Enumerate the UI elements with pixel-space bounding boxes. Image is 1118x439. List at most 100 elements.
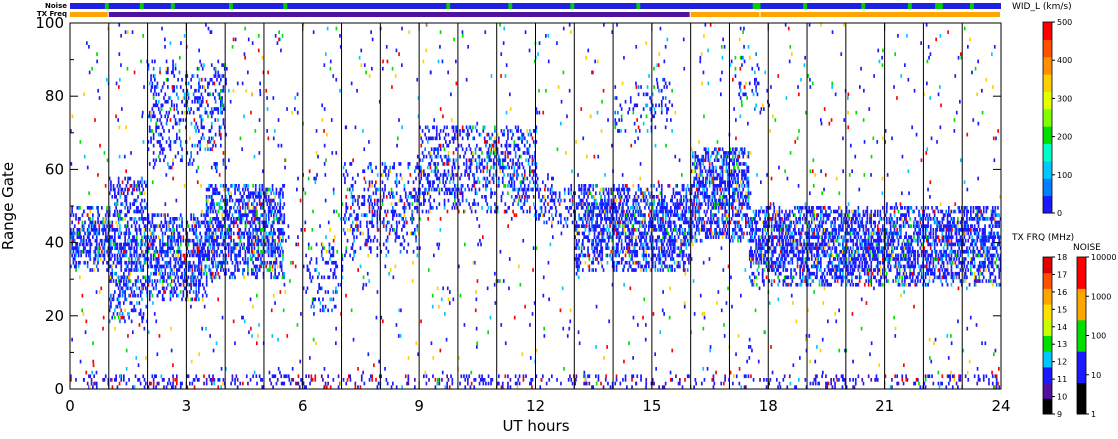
- echo-cell: [455, 129, 457, 133]
- echo-cell: [169, 268, 172, 272]
- echo-cell: [579, 253, 582, 258]
- echo-cell: [240, 220, 243, 225]
- echo-cell: [190, 275, 192, 280]
- echo-cell: [668, 209, 671, 214]
- echo-cell: [138, 253, 141, 258]
- echo-cell: [698, 184, 701, 188]
- echo-cell: [120, 315, 123, 320]
- echo-cell: [222, 224, 225, 228]
- echo-cell: [221, 217, 223, 221]
- echo-cell: [726, 202, 729, 206]
- echo-cell: [108, 319, 111, 324]
- echo-cell: [152, 271, 155, 276]
- echo-cell: [186, 238, 189, 243]
- echo-cell: [253, 242, 256, 247]
- echo-cell: [726, 154, 729, 159]
- echo-cell: [721, 228, 724, 232]
- echo-cell: [134, 279, 137, 283]
- echo-cell: [167, 253, 169, 258]
- echo-cell: [651, 220, 654, 225]
- echo-cell: [373, 184, 376, 188]
- echo-cell: [201, 253, 204, 258]
- echo-cell: [433, 125, 435, 130]
- echo-cell: [673, 235, 676, 239]
- echo-cell: [218, 253, 221, 258]
- echo-cell: [713, 228, 716, 232]
- echo-cell: [620, 246, 623, 250]
- echo-cell: [701, 154, 703, 159]
- echo-cell: [399, 198, 402, 203]
- echo-cell: [276, 217, 279, 221]
- echo-cell: [159, 158, 161, 163]
- echo-cell: [702, 162, 704, 166]
- echo-cell: [494, 151, 496, 155]
- echo-cell: [451, 173, 454, 177]
- echo-cell: [315, 260, 318, 265]
- echo-cell: [71, 235, 73, 239]
- echo-cell: [192, 74, 195, 78]
- echo-cell: [677, 206, 680, 210]
- echo-cell: [145, 224, 147, 228]
- echo-cell: [243, 198, 245, 203]
- echo-cell: [363, 213, 366, 217]
- echo-cell: [135, 246, 138, 250]
- echo-cell: [271, 238, 274, 243]
- echo-cell: [165, 110, 168, 115]
- echo-cell: [624, 224, 627, 228]
- echo-cell: [505, 143, 508, 148]
- echo-cell: [636, 253, 639, 258]
- echo-cell: [583, 202, 585, 206]
- echo-cell: [204, 217, 207, 221]
- echo-cell: [512, 158, 514, 163]
- echo-cell: [358, 195, 361, 199]
- echo-cell: [425, 209, 428, 214]
- echo-cell: [167, 282, 169, 287]
- echo-cell: [660, 195, 663, 199]
- echo-cell: [640, 209, 642, 214]
- echo-cell: [196, 66, 199, 71]
- echo-cell: [196, 107, 199, 111]
- echo-cell: [256, 257, 258, 261]
- echo-cell: [313, 297, 315, 302]
- echo-cell: [684, 228, 686, 232]
- echo-cell: [530, 187, 532, 192]
- echo-cell: [124, 253, 126, 258]
- echo-cell: [685, 202, 688, 206]
- echo-cell: [218, 191, 221, 196]
- echo-cell: [623, 187, 626, 192]
- echo-cell: [235, 220, 238, 225]
- echo-cell: [139, 202, 142, 206]
- echo-cell: [176, 268, 178, 272]
- echo-cell: [282, 271, 284, 276]
- echo-cell: [498, 162, 500, 166]
- echo-cell: [196, 253, 199, 258]
- echo-cell: [498, 184, 500, 188]
- echo-cell: [75, 253, 77, 258]
- echo-cell: [135, 206, 138, 210]
- echo-cell: [181, 217, 183, 221]
- echo-cell: [468, 202, 470, 206]
- echo-cell: [627, 249, 629, 254]
- echo-cell: [486, 154, 489, 159]
- echo-cell: [189, 158, 191, 163]
- echo-cell: [169, 290, 172, 294]
- echo-cell: [381, 173, 384, 177]
- echo-cell: [393, 162, 395, 166]
- echo-cell: [198, 140, 200, 144]
- echo-cell: [451, 187, 454, 192]
- echo-cell: [239, 198, 242, 203]
- echo-cell: [182, 96, 185, 100]
- echo-cell: [148, 260, 151, 265]
- echo-cell: [273, 220, 275, 225]
- echo-cell: [695, 154, 698, 159]
- echo-cell: [509, 158, 512, 163]
- echo-cell: [623, 224, 626, 228]
- echo-cell: [642, 257, 645, 261]
- echo-cell: [614, 195, 617, 199]
- echo-cell: [694, 231, 697, 236]
- echo-cell: [198, 286, 200, 291]
- echo-cell: [256, 249, 258, 254]
- echo-cell: [187, 275, 190, 280]
- echo-cell: [280, 187, 283, 192]
- echo-cell: [632, 246, 635, 250]
